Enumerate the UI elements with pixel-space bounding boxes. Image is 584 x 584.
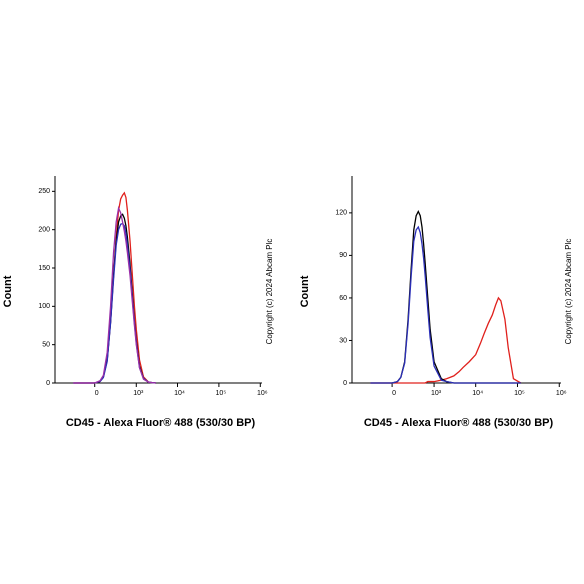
x-tick-label: 10⁶ xyxy=(257,390,268,397)
histogram-line xyxy=(370,225,521,384)
y-axis-label: Count xyxy=(299,275,311,307)
y-tick-label: 90 xyxy=(339,252,347,259)
panel: 0 50 100 150 200 250 0 10³ 10⁴ 10⁵ 10⁶ Count CD45 - … xyxy=(2,176,274,429)
x-tick-label: 10⁵ xyxy=(216,390,227,397)
y-tick-label: 0 xyxy=(343,380,347,387)
histogram-line xyxy=(73,191,156,384)
y-tick-label: 0 xyxy=(46,380,50,387)
y-tick-label: 200 xyxy=(38,227,50,234)
x-tick-label: 10³ xyxy=(431,390,442,397)
panel: 0 30 60 90 120 0 10³ 10⁴ 10⁵ 10⁶ Count CD45 - Alexa… xyxy=(299,176,573,429)
y-tick-label: 120 xyxy=(335,210,347,217)
y-tick-label: 150 xyxy=(38,265,50,272)
histogram-line xyxy=(73,206,156,384)
copyright: Copyright (c) 2024 Abcam Plc xyxy=(564,239,573,345)
x-tick-label: 10⁶ xyxy=(556,390,567,397)
x-tick-label: 0 xyxy=(392,390,396,397)
histogram-line xyxy=(370,296,522,384)
y-tick-label: 100 xyxy=(38,303,50,310)
x-tick-label: 0 xyxy=(95,390,99,397)
copyright: Copyright (c) 2024 Abcam Plc xyxy=(265,239,274,345)
x-axis-label: CD45 - Alexa Fluor® 488 (530/30 BP) xyxy=(66,417,256,429)
x-tick-label: 10⁵ xyxy=(514,390,525,397)
y-tick-label: 60 xyxy=(339,295,347,302)
y-tick-label: 30 xyxy=(339,337,347,344)
y-tick-label: 50 xyxy=(42,342,50,349)
y-axis-label: Count xyxy=(2,275,14,307)
x-tick-label: 10⁴ xyxy=(174,390,185,397)
x-tick-label: 10⁴ xyxy=(472,390,483,397)
y-tick-label: 250 xyxy=(38,188,50,195)
x-axis-label: CD45 - Alexa Fluor® 488 (530/30 BP) xyxy=(364,417,554,429)
x-tick-label: 10³ xyxy=(133,390,144,397)
